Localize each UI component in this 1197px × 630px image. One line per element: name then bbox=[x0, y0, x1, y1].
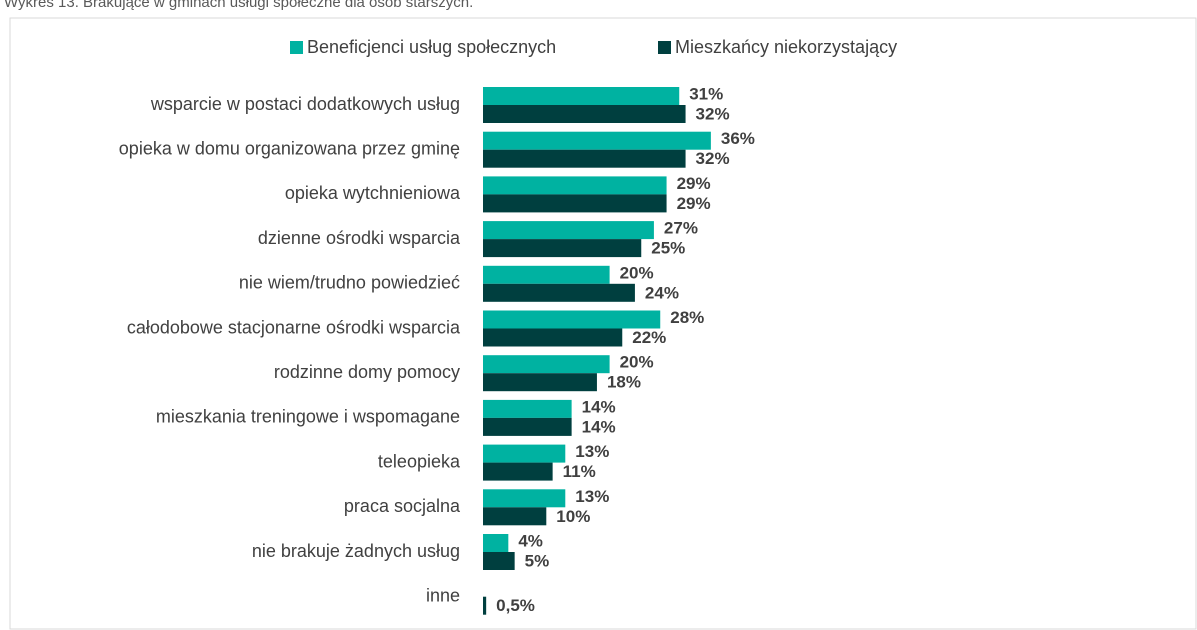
bar bbox=[483, 105, 686, 123]
value-label: 29% bbox=[677, 194, 711, 213]
value-label: 5% bbox=[525, 551, 550, 570]
category-label: nie wiem/trudno powiedzieć bbox=[239, 273, 460, 293]
chart-title: Wykres 13. Brakujące w gminach usługi sp… bbox=[4, 0, 473, 11]
value-label: 24% bbox=[645, 283, 679, 302]
bar bbox=[483, 328, 623, 347]
bar bbox=[483, 355, 610, 374]
category-label: praca socjalna bbox=[344, 496, 461, 516]
value-label: 14% bbox=[582, 397, 616, 416]
bar bbox=[483, 194, 667, 213]
value-label: 29% bbox=[677, 174, 711, 193]
value-label: 31% bbox=[689, 84, 723, 103]
bar bbox=[483, 176, 667, 195]
value-label: 0,5% bbox=[496, 596, 535, 615]
category-label: dzienne ośrodki wsparcia bbox=[258, 228, 461, 248]
category-label: inne bbox=[426, 585, 460, 605]
bar bbox=[483, 489, 566, 508]
legend-label: Beneficjenci usług społecznych bbox=[307, 37, 556, 57]
value-label: 10% bbox=[556, 507, 590, 526]
bar bbox=[483, 310, 661, 329]
bar bbox=[483, 552, 515, 570]
legend-swatch bbox=[658, 41, 671, 54]
bar bbox=[483, 265, 610, 284]
legend-label: Mieszkańcy niekorzystający bbox=[675, 37, 897, 57]
bar bbox=[483, 507, 547, 526]
bar bbox=[483, 596, 487, 615]
category-label: opieka wytchnieniowa bbox=[285, 183, 461, 203]
legend-swatch bbox=[290, 41, 303, 54]
bar bbox=[483, 149, 686, 168]
bar bbox=[483, 462, 553, 481]
value-label: 13% bbox=[575, 442, 609, 461]
value-label: 25% bbox=[651, 239, 685, 258]
category-label: teleopieka bbox=[378, 451, 461, 471]
value-label: 20% bbox=[620, 263, 654, 282]
value-label: 27% bbox=[664, 219, 698, 238]
bar bbox=[483, 221, 654, 240]
bar bbox=[483, 417, 572, 436]
category-label: wsparcie w postaci dodatkowych usług bbox=[150, 94, 460, 114]
value-label: 14% bbox=[582, 417, 616, 436]
category-label: mieszkania treningowe i wspomagane bbox=[156, 407, 460, 427]
value-label: 13% bbox=[575, 487, 609, 506]
value-label: 20% bbox=[620, 353, 654, 372]
value-label: 11% bbox=[563, 462, 596, 481]
bar bbox=[483, 399, 572, 418]
value-label: 4% bbox=[518, 531, 543, 550]
bar bbox=[483, 131, 711, 150]
category-label: nie brakuje żadnych usług bbox=[252, 541, 460, 561]
bar bbox=[483, 373, 597, 392]
value-label: 32% bbox=[696, 104, 730, 123]
bar bbox=[483, 87, 680, 105]
bar bbox=[483, 444, 566, 463]
category-label: rodzinne domy pomocy bbox=[274, 362, 460, 382]
bar bbox=[483, 239, 642, 258]
category-label: opieka w domu organizowana przez gminę bbox=[119, 138, 460, 158]
value-label: 22% bbox=[632, 328, 666, 347]
bar bbox=[483, 283, 635, 302]
category-label: całodobowe stacjonarne ośrodki wsparcia bbox=[127, 317, 461, 337]
value-label: 18% bbox=[607, 373, 641, 392]
value-label: 28% bbox=[670, 308, 704, 327]
value-label: 32% bbox=[696, 149, 730, 168]
value-label: 36% bbox=[721, 129, 755, 148]
bar bbox=[483, 534, 509, 552]
